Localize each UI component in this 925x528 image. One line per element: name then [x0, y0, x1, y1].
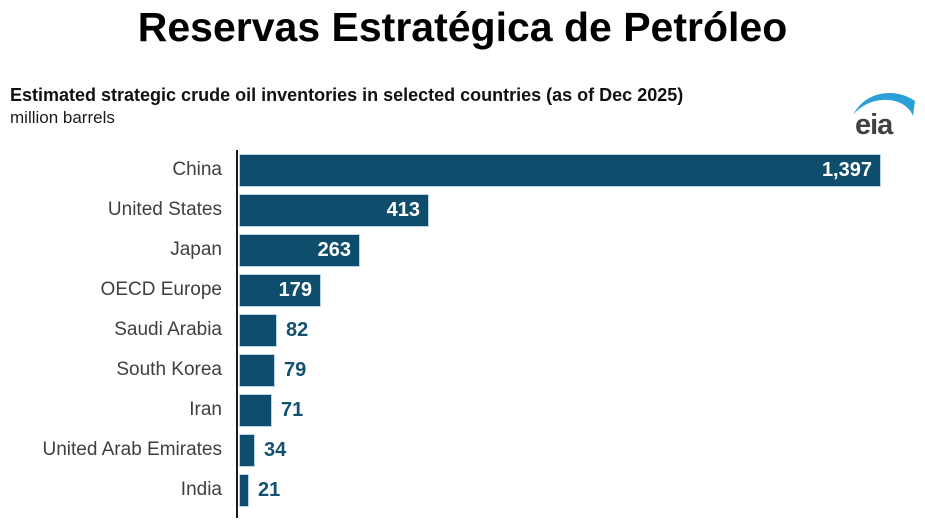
- bar-chart: China 1,397 United States 413 Japan 263 OECD E…: [0, 150, 925, 520]
- bar: [239, 433, 255, 467]
- value-label: 71: [281, 398, 304, 421]
- bar-row: China 1,397: [0, 150, 925, 190]
- chart-units-label: million barrels: [10, 107, 115, 127]
- bar-row: OECD Europe 179: [0, 270, 925, 310]
- category-label: Saudi Arabia: [114, 319, 222, 340]
- eia-logo: eia: [852, 86, 918, 140]
- bar: 179: [239, 273, 321, 307]
- bar-zone: 263: [230, 233, 925, 267]
- category-label: South Korea: [116, 359, 222, 380]
- bar-row: United States 413: [0, 190, 925, 230]
- bar: 263: [239, 233, 360, 267]
- bar-zone: 82: [230, 313, 925, 347]
- category-label: United Arab Emirates: [42, 439, 222, 460]
- bar-row: United Arab Emirates 34: [0, 430, 925, 470]
- chart-subtitle: Estimated strategic crude oil inventorie…: [10, 85, 684, 105]
- value-label: 34: [264, 438, 287, 461]
- category-label: China: [172, 159, 222, 180]
- bar-rows: China 1,397 United States 413 Japan 263 OECD E…: [0, 150, 925, 510]
- value-label: 1,397: [821, 158, 872, 181]
- bar: [239, 353, 275, 387]
- bar-row: Iran 71: [0, 390, 925, 430]
- bar-zone: 21: [230, 473, 925, 507]
- category-label: Japan: [170, 239, 222, 260]
- page-title: Reservas Estratégica de Petróleo: [137, 4, 788, 50]
- bar-zone: 71: [230, 393, 925, 427]
- bar-row: South Korea 79: [0, 350, 925, 390]
- bar-zone: 179: [230, 273, 925, 307]
- bar-zone: 79: [230, 353, 925, 387]
- bar-row: Japan 263: [0, 230, 925, 270]
- value-label: 21: [258, 478, 281, 501]
- category-label: India: [180, 479, 222, 500]
- value-label: 263: [317, 238, 351, 261]
- eia-swoosh-icon: [853, 92, 915, 116]
- bar: [239, 313, 277, 347]
- bar: [239, 473, 249, 507]
- value-label: 79: [284, 358, 307, 381]
- bar: [239, 393, 272, 427]
- value-label: 179: [278, 278, 312, 301]
- bar-zone: 413: [230, 193, 925, 227]
- bar-zone: 34: [230, 433, 925, 467]
- category-label: United States: [107, 199, 222, 220]
- category-label: OECD Europe: [100, 279, 222, 300]
- bar: 1,397: [239, 153, 881, 187]
- category-label: Iran: [189, 399, 222, 420]
- bar-zone: 1,397: [230, 153, 925, 187]
- bar: 413: [239, 193, 429, 227]
- chart-header: Estimated strategic crude oil inventorie…: [10, 84, 850, 128]
- y-axis-line: [236, 150, 238, 518]
- bar-row: India 21: [0, 470, 925, 510]
- value-label: 82: [286, 318, 309, 341]
- eia-logo-text: eia: [855, 109, 893, 141]
- value-label: 413: [386, 198, 420, 221]
- bar-row: Saudi Arabia 82: [0, 310, 925, 350]
